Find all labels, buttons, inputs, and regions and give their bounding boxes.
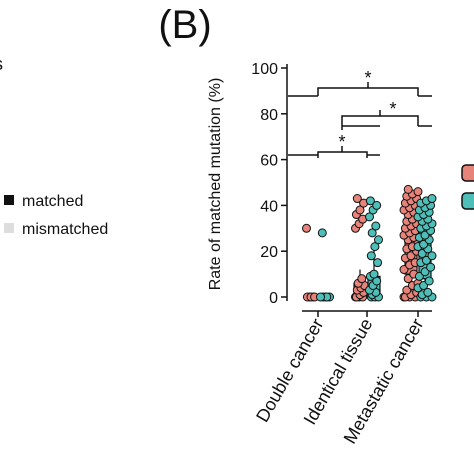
point: [317, 228, 327, 238]
point: [365, 212, 374, 222]
point: [357, 274, 367, 284]
legend-label: mismatched: [22, 221, 108, 238]
point: [355, 205, 365, 215]
legend-label: matched: [22, 193, 83, 210]
y-tick-label: 100: [251, 61, 278, 78]
legend-swatch: [4, 223, 14, 233]
point: [316, 292, 325, 302]
point: [370, 242, 380, 252]
bracket: [341, 110, 419, 130]
y-tick-label: 80: [260, 107, 278, 124]
legend-swatch: [461, 192, 474, 210]
point: [352, 194, 362, 204]
point: [371, 221, 381, 231]
significance: *: [364, 68, 371, 88]
y-tick-label: 0: [269, 290, 278, 307]
significance: *: [338, 132, 345, 152]
significance: *: [389, 99, 396, 119]
bracket: [288, 95, 432, 156]
y-tick-label: 40: [260, 198, 278, 215]
point: [302, 223, 311, 233]
point: [373, 258, 383, 268]
y-tick-label: 20: [260, 244, 278, 261]
point: [427, 194, 437, 204]
y-tick-label: 60: [260, 153, 278, 170]
significance-brackets: [288, 82, 432, 158]
point: [365, 196, 375, 206]
point: [374, 235, 383, 245]
point: [372, 200, 382, 210]
bracket: [317, 82, 419, 96]
point: [423, 287, 433, 297]
point: [369, 269, 379, 279]
y-axis-label: Rate of matched mutation (%): [207, 78, 224, 291]
point: [413, 187, 423, 197]
point: [424, 276, 434, 286]
point: [403, 184, 413, 194]
point: [427, 251, 437, 261]
legend-swatch: [461, 164, 474, 182]
point: [367, 228, 377, 238]
legend-swatch: [4, 195, 14, 205]
panel-label: (B): [158, 3, 211, 47]
point: [366, 251, 376, 261]
point: [426, 262, 436, 272]
cropped-text: s: [0, 54, 3, 74]
